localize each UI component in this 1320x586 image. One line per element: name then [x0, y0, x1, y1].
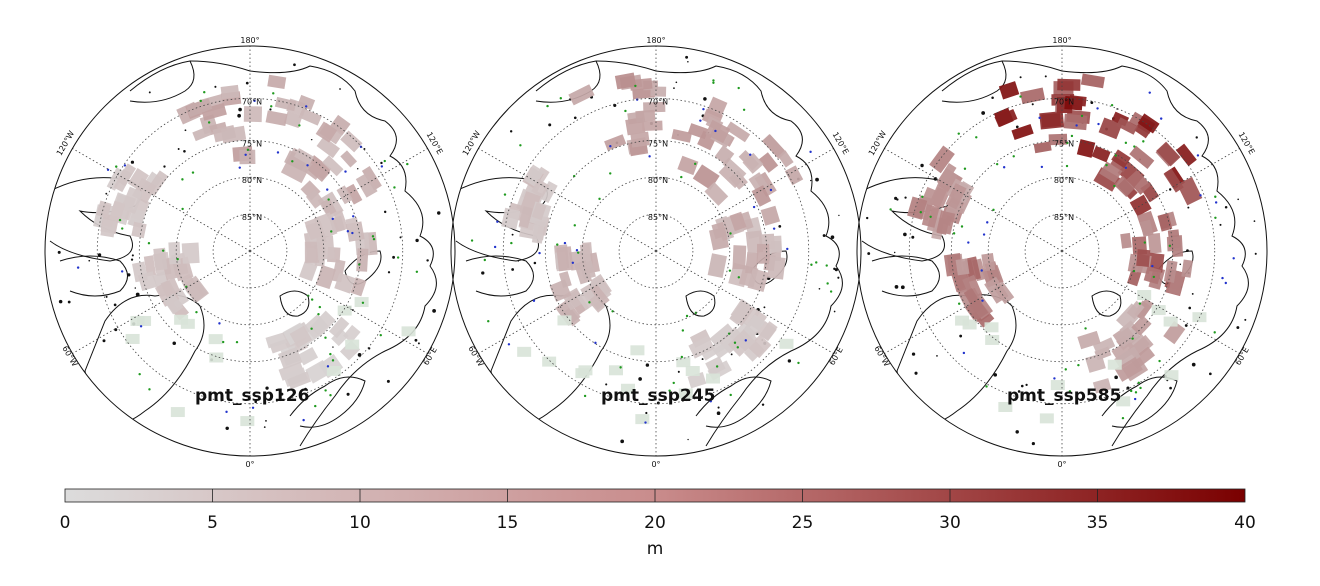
data-cells [93, 74, 416, 427]
data-cells [501, 72, 804, 425]
colorbar-tick-label: 10 [349, 513, 371, 533]
graticule [72, 46, 428, 456]
latitude-label: 85°N [242, 213, 262, 222]
station-dots [76, 91, 419, 422]
longitude-label: 60°W [872, 344, 891, 368]
latitude-label: 85°N [648, 213, 668, 222]
longitude-label: 180° [240, 36, 259, 45]
map-boundary [450, 45, 862, 457]
map-boundary [856, 45, 1268, 457]
latitude-label: 80°N [242, 176, 262, 185]
longitude-label: 0° [245, 460, 254, 469]
colorbar-ticks: 0 5 10 15 20 25 30 35 40 [60, 489, 1256, 533]
colorbar-tick-label: 0 [60, 513, 71, 533]
longitude-label: 120°W [55, 129, 76, 157]
station-dots [470, 79, 833, 424]
colorbar-unit-label: m [647, 539, 664, 559]
latitude-label: 75°N [242, 139, 262, 148]
longitude-label: 120°W [867, 129, 888, 157]
graticule [478, 46, 834, 456]
longitude-label: 120°E [425, 130, 445, 156]
colorbar-tick-label: 35 [1087, 513, 1109, 533]
longitude-label: 0° [1057, 460, 1066, 469]
colorbar-tick-label: 5 [207, 513, 218, 533]
map-boundary [44, 45, 456, 457]
map-content [49, 60, 441, 447]
scenario-label: pmt_ssp126 [195, 386, 309, 406]
map-panels: 70°N 75°N 80°N 85°N 180° 0° 120°W 120°E 60°W 60°E… [44, 36, 1268, 469]
data-cells [907, 73, 1207, 424]
longitude-label: 60°E [421, 346, 438, 367]
latitude-label: 85°N [1054, 213, 1074, 222]
map-panel: 70°N 75°N 80°N 85°N 180° 0° 120°W 120°E 60°W 60°E… [44, 36, 456, 469]
latitude-label: 80°N [1054, 176, 1074, 185]
longitude-label: 120°E [1237, 130, 1257, 156]
map-content [455, 55, 843, 447]
latitude-label: 70°N [242, 97, 262, 106]
scenario-label: pmt_ssp585 [1007, 386, 1121, 406]
map-panel: 70°N 75°N 80°N 85°N 180° 0° 120°W 120°E 60°W 60°E… [450, 36, 862, 469]
longitude-label: 120°W [461, 129, 482, 157]
colorbar-tick-label: 15 [497, 513, 519, 533]
longitude-label: 180° [646, 36, 665, 45]
colorbar-tick-label: 20 [644, 513, 666, 533]
graticule [884, 46, 1240, 456]
latitude-label: 75°N [1054, 139, 1074, 148]
longitude-label: 60°E [827, 346, 844, 367]
longitude-label: 60°W [60, 344, 79, 368]
longitude-label: 60°E [1233, 346, 1250, 367]
latitude-label: 70°N [1054, 97, 1074, 106]
scenario-label: pmt_ssp245 [601, 386, 715, 406]
colorbar-tick-label: 40 [1234, 513, 1256, 533]
map-panel: 70°N 75°N 80°N 85°N 180° 0° 120°W 120°E 60°W 60°E… [856, 36, 1268, 469]
colorbar: 0 5 10 15 20 25 30 35 40 m [60, 488, 1256, 559]
longitude-label: 0° [651, 460, 660, 469]
latitude-label: 75°N [648, 139, 668, 148]
colorbar-tick-label: 30 [939, 513, 961, 533]
latitude-label: 70°N [648, 97, 668, 106]
longitude-label: 180° [1052, 36, 1071, 45]
colorbar-tick-label: 25 [792, 513, 814, 533]
latitude-label: 80°N [648, 176, 668, 185]
station-dots [889, 91, 1235, 420]
longitude-label: 60°W [466, 344, 485, 368]
longitude-label: 120°E [831, 130, 851, 156]
